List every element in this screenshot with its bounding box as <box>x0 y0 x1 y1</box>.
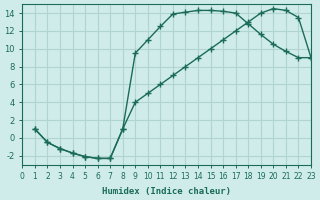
X-axis label: Humidex (Indice chaleur): Humidex (Indice chaleur) <box>102 187 231 196</box>
